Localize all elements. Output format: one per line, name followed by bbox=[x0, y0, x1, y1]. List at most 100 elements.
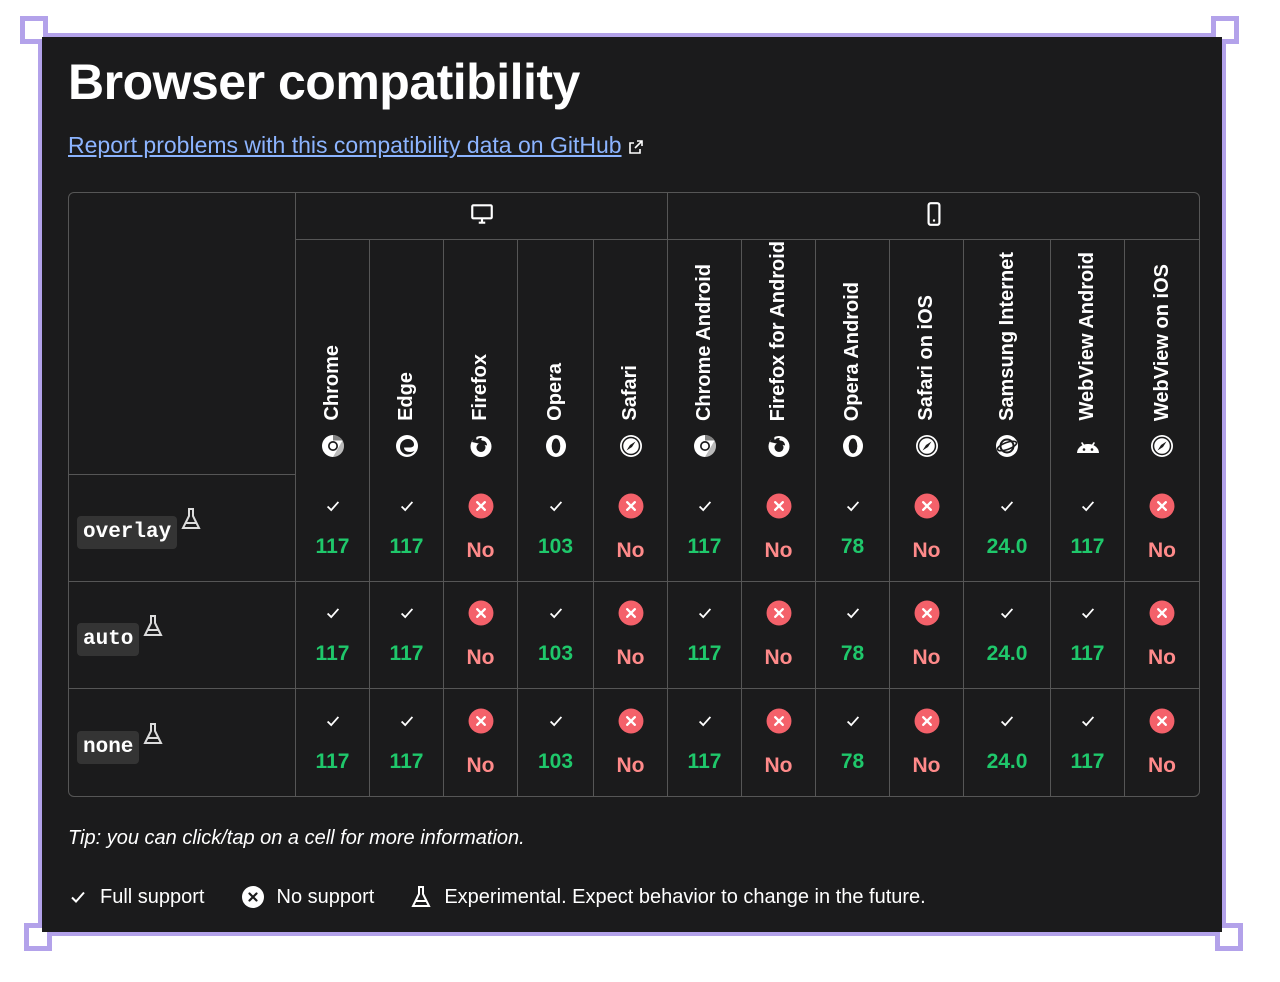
compat-panel: Browser compatibility Report problems wi… bbox=[42, 37, 1222, 932]
support-cell-webview-android[interactable]: 117 bbox=[1051, 475, 1125, 582]
external-link-icon bbox=[628, 140, 643, 154]
support-value: 117 bbox=[687, 642, 722, 665]
support-cell-safari[interactable]: No bbox=[594, 582, 668, 689]
support-cell-webview-on-ios[interactable]: No bbox=[1125, 475, 1199, 582]
support-value: 103 bbox=[537, 642, 574, 665]
resize-handle-bottom-left[interactable] bbox=[24, 923, 52, 951]
platform-desktop bbox=[296, 193, 668, 240]
support-cell-opera[interactable]: 103 bbox=[518, 475, 594, 582]
firefox-icon bbox=[444, 434, 517, 463]
support-value: No bbox=[466, 539, 495, 562]
support-cell-chrome[interactable]: 117 bbox=[296, 582, 370, 689]
support-cell-chrome[interactable]: 117 bbox=[296, 475, 370, 582]
no-support-icon bbox=[1149, 600, 1175, 626]
check-icon bbox=[1081, 608, 1094, 619]
support-cell-chrome-android[interactable]: 117 bbox=[668, 475, 742, 582]
support-cell-chrome[interactable]: 117 bbox=[296, 689, 370, 796]
support-cell-edge[interactable]: 117 bbox=[370, 475, 444, 582]
support-cell-webview-android[interactable]: 117 bbox=[1051, 689, 1125, 796]
support-cell-opera-android[interactable]: 78 bbox=[816, 689, 890, 796]
support-value: 24.0 bbox=[986, 749, 1028, 773]
support-value: No bbox=[1148, 539, 1176, 562]
browser-header-chrome: Chrome bbox=[296, 240, 370, 475]
browser-header-samsung-internet: Samsung Internet bbox=[964, 240, 1051, 475]
support-value: 117 bbox=[389, 642, 424, 665]
compat-table: Chrome Edge Firefox Opera Safari Chrome Andro… bbox=[68, 192, 1200, 797]
report-link[interactable]: Report problems with this compatibility … bbox=[68, 132, 644, 159]
support-cell-firefox[interactable]: No bbox=[444, 475, 518, 582]
check-icon bbox=[400, 501, 413, 512]
support-cell-samsung-internet[interactable]: 24.0 bbox=[964, 689, 1051, 796]
browser-header-opera: Opera bbox=[518, 240, 594, 475]
android-icon bbox=[1051, 434, 1124, 463]
firefox-icon bbox=[742, 434, 815, 463]
support-cell-opera[interactable]: 103 bbox=[518, 689, 594, 796]
browser-name: WebView on iOS bbox=[1150, 263, 1173, 421]
support-cell-safari[interactable]: No bbox=[594, 475, 668, 582]
support-value: No bbox=[912, 753, 941, 777]
check-icon bbox=[400, 715, 413, 726]
support-value: No bbox=[764, 539, 793, 562]
check-icon bbox=[698, 501, 711, 512]
support-cell-samsung-internet[interactable]: 24.0 bbox=[964, 582, 1051, 689]
resize-handle-top-left[interactable] bbox=[20, 16, 48, 44]
browser-header-safari: Safari bbox=[594, 240, 668, 475]
browser-name: Chrome Android bbox=[693, 263, 715, 421]
legend-none-label: No support bbox=[276, 885, 375, 908]
no-support-icon bbox=[766, 708, 791, 733]
support-cell-webview-on-ios[interactable]: No bbox=[1125, 689, 1199, 796]
opera-icon bbox=[518, 434, 593, 463]
check-icon bbox=[71, 891, 85, 903]
support-cell-firefox[interactable]: No bbox=[444, 582, 518, 689]
browser-header-firefox-for-android: Firefox for Android bbox=[742, 240, 816, 475]
support-cell-safari[interactable]: No bbox=[594, 689, 668, 796]
check-icon bbox=[326, 501, 339, 512]
support-cell-opera-android[interactable]: 78 bbox=[816, 582, 890, 689]
support-cell-opera-android[interactable]: 78 bbox=[816, 475, 890, 582]
chrome-icon bbox=[296, 434, 369, 463]
support-value: No bbox=[1148, 646, 1176, 669]
no-support-icon bbox=[766, 493, 791, 519]
support-cell-firefox-for-android[interactable]: No bbox=[742, 582, 816, 689]
no-support-icon bbox=[468, 600, 493, 626]
support-value: 117 bbox=[687, 535, 722, 558]
check-icon bbox=[846, 715, 859, 726]
support-cell-firefox[interactable]: No bbox=[444, 689, 518, 796]
support-cell-opera[interactable]: 103 bbox=[518, 582, 594, 689]
support-cell-firefox-for-android[interactable]: No bbox=[742, 475, 816, 582]
support-cell-samsung-internet[interactable]: 24.0 bbox=[964, 475, 1051, 582]
feature-name: overlay bbox=[77, 516, 178, 549]
check-icon bbox=[400, 608, 413, 619]
support-cell-webview-on-ios[interactable]: No bbox=[1125, 582, 1199, 689]
resize-handle-top-right[interactable] bbox=[1211, 16, 1239, 44]
support-cell-firefox-for-android[interactable]: No bbox=[742, 689, 816, 796]
support-value: 117 bbox=[389, 749, 424, 773]
browser-name: Chrome bbox=[321, 345, 343, 421]
browser-name: Samsung Internet bbox=[995, 252, 1018, 421]
support-value: 117 bbox=[1070, 642, 1105, 665]
support-value: No bbox=[616, 646, 645, 669]
support-cell-edge[interactable]: 117 bbox=[370, 582, 444, 689]
support-cell-safari-on-ios[interactable]: No bbox=[890, 582, 964, 689]
check-icon bbox=[326, 608, 339, 619]
support-cell-safari-on-ios[interactable]: No bbox=[890, 475, 964, 582]
check-icon bbox=[1000, 608, 1014, 619]
support-value: No bbox=[912, 539, 941, 562]
browser-name: Safari on iOS bbox=[915, 295, 937, 421]
tip-text: Tip: you can click/tap on a cell for mor… bbox=[68, 827, 525, 849]
legend-experimental-label: Experimental. Expect behavior to change … bbox=[444, 885, 926, 908]
support-cell-safari-on-ios[interactable]: No bbox=[890, 689, 964, 796]
check-icon bbox=[698, 715, 711, 726]
feature-name: auto bbox=[77, 623, 140, 656]
edge-icon bbox=[370, 434, 443, 463]
support-cell-chrome-android[interactable]: 117 bbox=[668, 582, 742, 689]
check-icon bbox=[846, 501, 859, 512]
mobile-icon bbox=[927, 201, 940, 226]
support-value: No bbox=[616, 753, 645, 777]
support-cell-webview-android[interactable]: 117 bbox=[1051, 582, 1125, 689]
support-cell-edge[interactable]: 117 bbox=[370, 689, 444, 796]
platform-mobile bbox=[668, 193, 1199, 240]
support-cell-chrome-android[interactable]: 117 bbox=[668, 689, 742, 796]
browser-header-edge: Edge bbox=[370, 240, 444, 475]
no-support-icon bbox=[914, 493, 939, 519]
